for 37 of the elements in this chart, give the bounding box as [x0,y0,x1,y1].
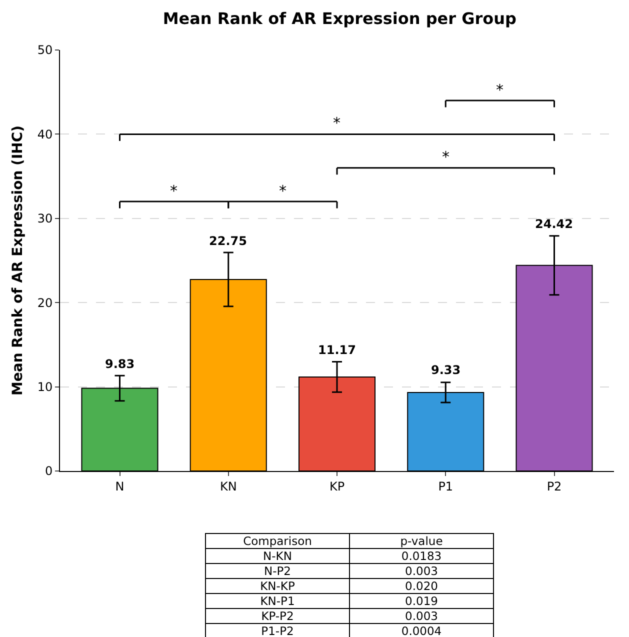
data-label: 11.17 [318,343,356,357]
y-tick-label: 10 [37,380,53,394]
text: N-KN [206,548,350,564]
text: 0.003 [350,564,494,578]
annotation: * [333,114,341,132]
x-tick-label: KN [220,479,237,494]
chart-title: Mean Rank of AR Expression per Group [162,8,516,28]
y-tick-label: 0 [44,464,53,478]
text: KN-KP [206,578,350,594]
annotation: * [279,182,287,200]
y-tick-label: 30 [37,212,53,226]
x-tick-label: P1 [438,479,454,494]
data-label: 24.42 [535,217,573,231]
text: p-value [350,534,494,548]
text: 0.0004 [350,624,494,637]
text: Comparison [206,534,350,548]
text: KP-P2 [206,608,350,624]
data-label: 9.33 [431,363,461,377]
y-tick-label: 40 [37,127,53,142]
x-tick-label: KP [329,479,345,494]
x-tick-label: N [115,479,124,494]
text: N-P2 [206,564,350,578]
annotation: * [170,182,178,200]
y-tick-label: 50 [37,43,53,58]
text: 0.020 [350,578,494,594]
text: KN-P1 [206,594,350,608]
x-tick-label: P2 [546,479,562,494]
data-label: 22.75 [209,234,247,248]
text: 0.019 [350,594,494,608]
text: P1-P2 [206,624,350,637]
text: 0.0183 [350,548,494,564]
annotation: * [496,81,504,99]
y-tick-label: 20 [37,296,53,310]
data-label: 9.83 [105,357,135,371]
y-axis-title: Mean Rank of AR Expression (IHC) [10,125,26,396]
text: 0.003 [350,608,494,624]
annotation: * [442,148,450,166]
